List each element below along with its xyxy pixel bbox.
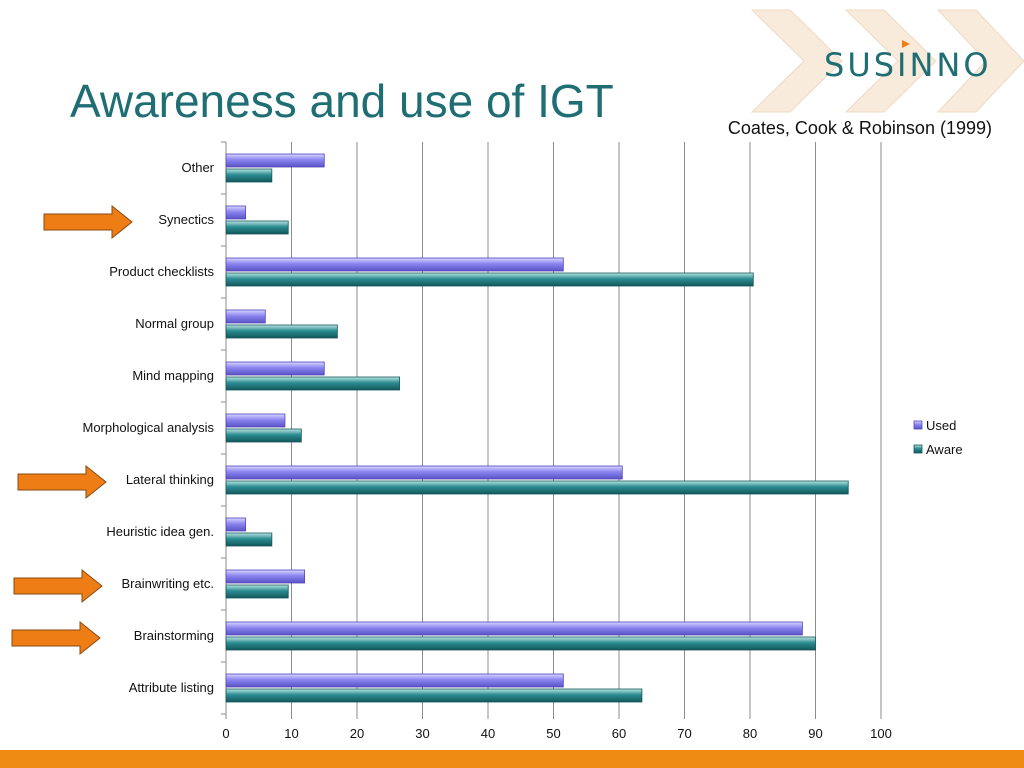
y-tick-label: Normal group (135, 316, 214, 331)
y-tick-label: Brainwriting etc. (122, 576, 214, 591)
bar-used (225, 621, 803, 636)
y-tick-label: Product checklists (109, 264, 214, 279)
y-tick-label: Other (181, 160, 214, 175)
logo-chevrons (750, 9, 1024, 113)
x-tick-label: 40 (481, 726, 495, 741)
citation: Coates, Cook & Robinson (1999) (727, 118, 992, 138)
x-tick-label: 20 (350, 726, 364, 741)
bar-aware (225, 324, 338, 339)
bar-used (225, 413, 286, 428)
bar-aware (225, 688, 643, 703)
logo-accent-mark (902, 40, 910, 48)
x-tick-label: 10 (284, 726, 298, 741)
bar-used (225, 361, 325, 376)
y-tick-label: Morphological analysis (82, 420, 214, 435)
legend-label-used: Used (926, 418, 956, 433)
bar-aware (225, 168, 273, 183)
bar-aware (225, 376, 400, 391)
bar-used (225, 309, 266, 324)
bar-used (225, 673, 564, 688)
x-tick-label: 60 (612, 726, 626, 741)
footer-bar (0, 750, 1024, 768)
x-tick-label: 30 (415, 726, 429, 741)
x-tick-label: 70 (677, 726, 691, 741)
highlight-arrow-icon (43, 204, 133, 240)
y-tick-label: Attribute listing (129, 680, 214, 695)
bar-used (225, 465, 623, 480)
y-tick-label: Mind mapping (132, 368, 214, 383)
slide-title: Awareness and use of IGT (70, 75, 614, 127)
highlight-arrow-icon (13, 568, 103, 604)
legend-swatch-aware (913, 444, 923, 454)
bar-aware (225, 272, 754, 287)
bar-used (225, 517, 247, 532)
logo-text: SUSINNO (824, 46, 992, 84)
y-tick-label: Heuristic idea gen. (106, 524, 214, 539)
highlight-arrow-icon (17, 464, 107, 500)
bar-used (225, 569, 305, 584)
bar-aware (225, 584, 289, 599)
x-tick-label: 100 (870, 726, 892, 741)
x-tick-label: 50 (546, 726, 560, 741)
y-tick-label: Synectics (158, 212, 214, 227)
bar-aware (225, 532, 273, 547)
legend-label-aware: Aware (926, 442, 963, 457)
bar-aware (225, 480, 849, 495)
y-tick-label: Brainstorming (134, 628, 214, 643)
bar-aware (225, 636, 816, 651)
x-tick-label: 80 (743, 726, 757, 741)
bar-aware (225, 428, 302, 443)
bar-used (225, 257, 564, 272)
bar-used (225, 153, 325, 168)
bar-used (225, 205, 247, 220)
x-tick-label: 90 (808, 726, 822, 741)
bar-aware (225, 220, 289, 235)
legend-swatch-used (913, 420, 923, 430)
susinno-logo: SUSINNO (750, 9, 1024, 113)
y-tick-label: Lateral thinking (126, 472, 214, 487)
x-tick-label: 0 (222, 726, 229, 741)
highlight-arrow-icon (11, 620, 101, 656)
